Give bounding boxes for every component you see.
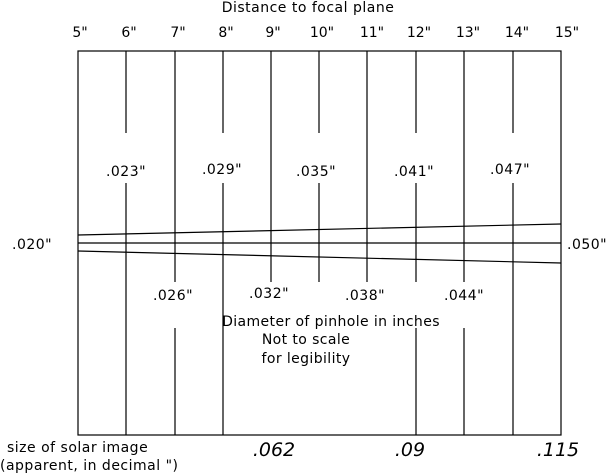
- distance-tick: 15": [555, 25, 579, 41]
- solar-image-value: .115: [537, 439, 579, 461]
- lower-diameter-labels: .026" .032" .038" .044": [153, 286, 484, 304]
- solar-image-value: .09: [395, 439, 425, 461]
- diameter-label: .026": [153, 288, 193, 304]
- distance-tick: 5": [72, 25, 87, 41]
- right-end-diameter: .050": [567, 237, 607, 253]
- diameter-label: .047": [490, 162, 530, 178]
- solar-image-label: size of solar image: [7, 440, 148, 456]
- distance-tick: 8": [218, 25, 233, 41]
- diameter-label: .023": [106, 164, 146, 180]
- solar-image-value: .062: [253, 439, 295, 461]
- diagram-title: Distance to focal plane: [222, 0, 395, 16]
- distance-tick: 11": [360, 25, 384, 41]
- diameter-label: .041": [394, 164, 434, 180]
- pinhole-lines: [77, 223, 562, 264]
- caption-line: for legibility: [262, 351, 351, 367]
- diameter-label: .035": [296, 164, 336, 180]
- diameter-label: .038": [345, 288, 385, 304]
- distance-tick: 14": [505, 25, 529, 41]
- distance-ticks: 5" 6" 7" 8" 9" 10" 11" 12" 13" 14" 15": [72, 25, 579, 41]
- upper-diverging-line: [77, 223, 562, 236]
- distance-tick: 12": [407, 25, 431, 41]
- solar-image-label: (apparent, in decimal "): [0, 458, 178, 474]
- diameter-label: .044": [444, 288, 484, 304]
- distance-tick: 13": [456, 25, 480, 41]
- distance-tick: 10": [310, 25, 334, 41]
- caption-line: Not to scale: [262, 332, 350, 348]
- distance-tick: 6": [121, 25, 136, 41]
- lower-diverging-line: [77, 250, 562, 264]
- upper-diameter-labels: .023" .029" .035" .041" .047": [106, 162, 530, 180]
- diameter-label: .032": [249, 286, 289, 302]
- distance-tick: 7": [170, 25, 185, 41]
- caption-line: Diameter of pinhole in inches: [222, 314, 440, 330]
- solar-image-section: size of solar image (apparent, in decima…: [0, 439, 579, 474]
- caption: Diameter of pinhole in inches Not to sca…: [222, 314, 440, 367]
- left-end-diameter: .020": [12, 237, 52, 253]
- diameter-label: .029": [202, 162, 242, 178]
- distance-tick: 9": [265, 25, 280, 41]
